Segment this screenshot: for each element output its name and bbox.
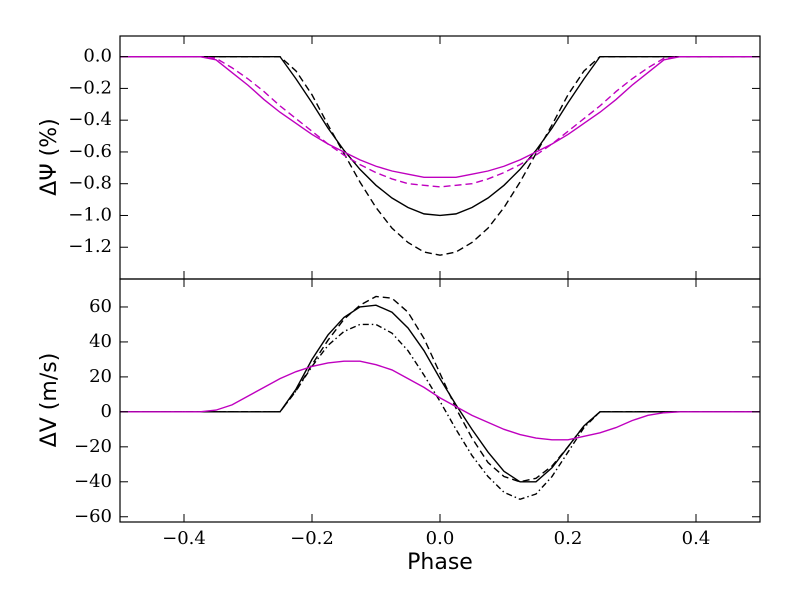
data-line	[120, 323, 760, 501]
x-axis-label: Phase	[407, 550, 473, 575]
x-tick-label: 0.2	[554, 528, 583, 549]
y-tick-label: 0.0	[83, 46, 112, 67]
y-tick-label: −0.6	[68, 141, 112, 162]
data-line	[120, 55, 760, 256]
y-tick-label: 60	[89, 296, 112, 317]
x-tick-label: 0.4	[682, 528, 711, 549]
y-tick-label: −60	[74, 506, 112, 527]
data-line	[120, 304, 760, 483]
plot-frame	[119, 35, 761, 280]
y-tick-label: −40	[74, 471, 112, 492]
data-line	[120, 360, 760, 441]
y-tick-label: −1.0	[68, 204, 112, 225]
data-line	[120, 55, 760, 188]
data-line	[120, 295, 760, 483]
y-axis-label: ΔV (m/s)	[37, 353, 62, 448]
y-tick-label: 40	[89, 331, 112, 352]
x-tick-label: −0.4	[162, 528, 206, 549]
y-tick-label: −1.2	[68, 236, 112, 257]
x-tick-label: 0.0	[426, 528, 455, 549]
y-tick-label: −0.4	[68, 109, 112, 130]
y-tick-label: 20	[89, 366, 112, 387]
y-tick-label: −20	[74, 436, 112, 457]
y-tick-label: −0.8	[68, 173, 112, 194]
plot-frame	[119, 278, 761, 523]
y-tick-label: −0.2	[68, 77, 112, 98]
data-line	[120, 55, 760, 217]
x-tick-label: −0.2	[290, 528, 334, 549]
data-line	[120, 55, 760, 179]
y-axis-label: ΔΨ (%)	[37, 118, 62, 195]
y-tick-label: 0	[101, 401, 112, 422]
